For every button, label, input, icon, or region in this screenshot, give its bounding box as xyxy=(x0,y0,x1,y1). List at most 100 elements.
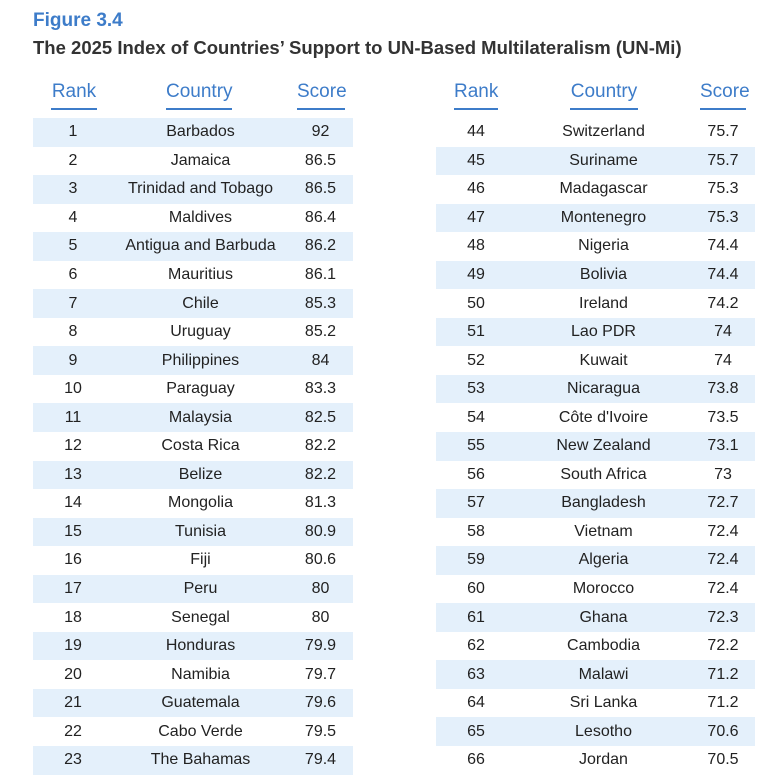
figure-label: Figure 3.4 xyxy=(33,10,123,31)
country-cell: Ghana xyxy=(579,608,628,626)
country-cell: Peru xyxy=(183,580,218,598)
score-cell: 73.5 xyxy=(707,408,739,426)
score-cell: 73.8 xyxy=(707,380,739,398)
rank-cell: 6 xyxy=(68,266,78,283)
score-cell: 86.2 xyxy=(304,237,337,255)
table-row: 4 Maldives 86.4 xyxy=(33,204,353,233)
ranking-table-right: Rank Country Score 44 Switzerland 75.7 45 Su… xyxy=(436,78,755,775)
score-cell: 70.5 xyxy=(707,751,739,769)
country-cell: Kuwait xyxy=(579,351,628,369)
score-cell: 80.6 xyxy=(304,551,337,569)
country-cell: Malawi xyxy=(578,665,629,683)
country-cell: Algeria xyxy=(578,551,629,569)
score-cell: 72.4 xyxy=(707,580,739,598)
country-cell: Tunisia xyxy=(175,522,226,540)
country-cell: Cabo Verde xyxy=(158,722,243,740)
country-cell: Lesotho xyxy=(575,722,632,740)
country-cell: Vietnam xyxy=(574,522,633,540)
rank-cell: 4 xyxy=(68,208,78,226)
score-cell: 92 xyxy=(311,123,330,141)
rank-cell: 63 xyxy=(467,665,485,683)
country-cell: Maldives xyxy=(168,208,233,226)
score-cell: 80 xyxy=(311,608,330,626)
country-cell: Senegal xyxy=(171,608,230,626)
score-cell: 80.9 xyxy=(304,522,337,540)
country-cell: Philippines xyxy=(161,351,240,369)
country-cell: Belize xyxy=(178,465,223,483)
rank-cell: 65 xyxy=(467,722,485,740)
rank-cell: 12 xyxy=(64,437,82,455)
table-row: 57 Bangladesh 72.7 xyxy=(436,489,755,518)
table-body: 1 Barbados 92 2 Jamaica 86.5 3 Trinidad and Tob… xyxy=(33,118,353,775)
score-cell: 86.1 xyxy=(304,266,337,283)
score-cell: 75.7 xyxy=(707,123,739,141)
country-cell: Jamaica xyxy=(170,151,231,169)
table-row: 5 Antigua and Barbuda 86.2 xyxy=(33,232,353,261)
country-cell: Sri Lanka xyxy=(569,694,638,712)
country-cell: Mauritius xyxy=(168,266,233,283)
score-cell: 79.6 xyxy=(304,694,337,712)
country-cell: New Zealand xyxy=(556,437,651,455)
column-header-score: Score xyxy=(700,78,750,110)
rank-cell: 57 xyxy=(467,494,485,512)
country-cell: Switzerland xyxy=(562,123,645,141)
score-cell: 84 xyxy=(311,351,330,369)
rank-cell: 15 xyxy=(64,522,82,540)
country-cell: Costa Rica xyxy=(161,437,240,455)
country-cell: Guatemala xyxy=(161,694,240,712)
score-cell: 72.2 xyxy=(707,637,739,655)
country-cell: South Africa xyxy=(560,465,647,483)
table-row: 49 Bolivia 74.4 xyxy=(436,260,755,290)
ranking-table-left: Rank Country Score 1 Barbados 92 2 Jamaica 86… xyxy=(33,78,353,775)
table-row: 2 Jamaica 86.5 xyxy=(33,147,353,176)
table-row: 13 Belize 82.2 xyxy=(33,460,353,490)
rank-cell: 58 xyxy=(467,522,485,540)
table-row: 18 Senegal 80 xyxy=(33,603,353,632)
rank-cell: 1 xyxy=(68,123,78,141)
table-row: 61 Ghana 72.3 xyxy=(436,603,755,632)
score-cell: 82.2 xyxy=(304,465,337,483)
rank-cell: 23 xyxy=(64,751,82,769)
score-cell: 79.4 xyxy=(304,751,337,769)
table-row: 53 Nicaragua 73.8 xyxy=(436,374,755,404)
score-cell: 85.2 xyxy=(304,323,337,341)
country-cell: Bolivia xyxy=(579,266,628,283)
score-cell: 81.3 xyxy=(304,494,337,512)
table-row: 15 Tunisia 80.9 xyxy=(33,517,353,547)
table-header: Rank Country Score xyxy=(436,78,755,118)
country-cell: The Bahamas xyxy=(150,751,251,769)
country-cell: Montenegro xyxy=(560,208,647,226)
column-header-score: Score xyxy=(297,78,347,110)
rank-cell: 54 xyxy=(467,408,485,426)
country-cell: Mongolia xyxy=(168,494,233,512)
country-cell: Morocco xyxy=(572,580,635,598)
rank-cell: 17 xyxy=(64,580,82,598)
column-header-rank: Rank xyxy=(454,78,498,110)
table-row: 23 The Bahamas 79.4 xyxy=(33,746,353,775)
country-cell: Suriname xyxy=(569,151,638,169)
table-row: 17 Peru 80 xyxy=(33,574,353,604)
table-row: 8 Uruguay 85.2 xyxy=(33,318,353,347)
table-row: 12 Costa Rica 82.2 xyxy=(33,432,353,461)
rank-cell: 8 xyxy=(68,323,78,341)
table-row: 45 Suriname 75.7 xyxy=(436,146,755,176)
table-row: 65 Lesotho 70.6 xyxy=(436,717,755,747)
score-cell: 83.3 xyxy=(304,380,337,398)
rank-cell: 55 xyxy=(467,437,485,455)
rank-cell: 52 xyxy=(467,351,485,369)
table-row: 16 Fiji 80.6 xyxy=(33,546,353,575)
table-row: 56 South Africa 73 xyxy=(436,461,755,490)
table-body: 44 Switzerland 75.7 45 Suriname 75.7 46 Madagas… xyxy=(436,118,755,775)
score-cell: 79.9 xyxy=(304,637,337,655)
table-row: 44 Switzerland 75.7 xyxy=(436,118,755,147)
figure-title: The 2025 Index of Countries’ Support to … xyxy=(33,37,682,58)
column-header-country: Country xyxy=(166,78,233,110)
table-row: 7 Chile 85.3 xyxy=(33,289,353,318)
rank-cell: 47 xyxy=(467,208,485,226)
score-cell: 75.3 xyxy=(707,208,739,226)
country-cell: Madagascar xyxy=(559,180,648,198)
column-header-rank: Rank xyxy=(51,78,97,110)
country-cell: Fiji xyxy=(190,551,211,569)
rank-cell: 46 xyxy=(467,180,485,198)
score-cell: 71.2 xyxy=(707,694,739,712)
